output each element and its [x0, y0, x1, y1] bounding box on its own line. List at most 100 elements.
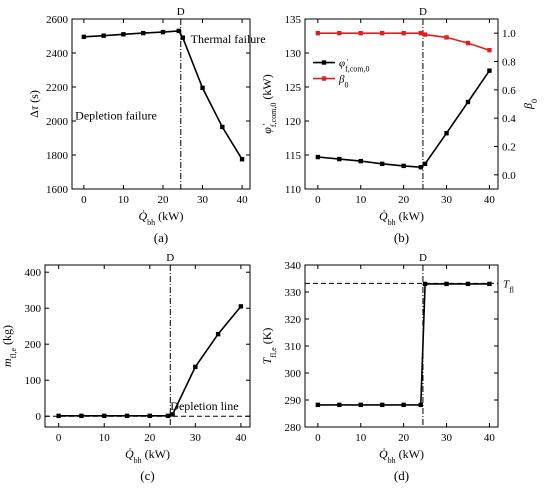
- x-tick-label: 40: [484, 432, 496, 444]
- y-tick-label: 2400: [46, 48, 69, 60]
- data-point: [200, 85, 205, 91]
- series-line-0: [317, 70, 491, 169]
- data-point: [380, 30, 385, 36]
- data-point: [102, 413, 107, 419]
- y-right-tick-label: 0.2: [502, 142, 516, 154]
- data-point: [465, 99, 471, 105]
- y-tick-label: 300: [285, 368, 302, 380]
- x-tick-label: 30: [441, 432, 453, 444]
- y-tick-label: 280: [285, 422, 302, 434]
- chart-panel-a: 0 10 20 30 40 1600 1800 2000 2200 2400 2600 D Q̇bh (…: [27, 6, 266, 245]
- data-point: [176, 28, 181, 34]
- data-point: [487, 68, 492, 73]
- panel-caption: (b): [394, 230, 409, 245]
- x-tick-label: 0: [315, 194, 321, 206]
- y-tick-label: 400: [25, 267, 42, 279]
- y-tick-label: 310: [285, 341, 302, 353]
- x-tick-label: 40: [484, 194, 496, 206]
- y-tick-label: 330: [285, 287, 302, 299]
- y-right-axis-label: β0: [521, 99, 539, 110]
- data-point: [380, 161, 385, 167]
- data-point: [444, 35, 449, 40]
- y-tick-label: 290: [285, 395, 302, 407]
- plot-frame: [304, 18, 499, 190]
- y-tick-label: 120: [285, 116, 302, 128]
- x-tick-label: 0: [315, 432, 321, 444]
- y-axis-label: mfl,e (kg): [0, 325, 18, 367]
- data-point: [81, 34, 87, 40]
- y-tick-label: 320: [285, 314, 302, 326]
- data-point: [56, 413, 61, 419]
- vline-label: D: [166, 252, 174, 264]
- x-tick-label: 20: [157, 194, 169, 206]
- y-tick-label: 300: [25, 303, 42, 315]
- data-point: [315, 30, 321, 36]
- legend-label: φ̇f,com,0: [339, 58, 370, 74]
- x-tick-label: 30: [190, 432, 202, 444]
- x-tick-label: 0: [81, 194, 87, 206]
- x-tick-label: 10: [99, 432, 111, 444]
- chart-panel-b: 0 10 20 30 40 110 115 120 125 130 135 0.0 0.2 0.4 0.6 0…: [260, 6, 539, 245]
- x-tick-label: 20: [398, 432, 410, 444]
- data-point: [465, 281, 471, 287]
- y-tick-label: 100: [25, 375, 42, 387]
- series-line-0: [58, 305, 242, 417]
- data-point: [160, 29, 166, 35]
- data-point: [422, 161, 428, 167]
- data-point: [422, 32, 428, 37]
- series-line-0: [83, 30, 243, 160]
- x-tick-label: 10: [355, 194, 367, 206]
- data-point: [487, 281, 492, 287]
- x-tick-label: 20: [144, 432, 156, 444]
- data-point: [418, 402, 423, 408]
- y-tick-label: 200: [25, 339, 42, 351]
- y-tick-label: 115: [285, 150, 302, 162]
- x-axis-label: Q̇bh (kW): [379, 447, 424, 465]
- data-point: [487, 47, 492, 53]
- x-tick-label: 30: [441, 194, 453, 206]
- y-tick-label: 2600: [46, 14, 69, 26]
- y-axis-label: Tfl,e (K): [260, 328, 278, 365]
- y-tick-label: 1600: [46, 184, 69, 196]
- x-axis-label: Q̇bh (kW): [379, 209, 424, 227]
- data-point: [337, 402, 342, 408]
- data-point: [337, 30, 342, 36]
- x-tick-label: 10: [118, 194, 130, 206]
- y-tick-label: 0: [36, 411, 42, 423]
- data-point: [418, 165, 423, 170]
- plot-frame: [71, 18, 251, 190]
- data-point: [315, 402, 321, 408]
- x-tick-label: 40: [235, 432, 247, 444]
- y-tick-label: 125: [285, 82, 302, 94]
- y-tick-label: 2000: [46, 116, 69, 128]
- vline-label: D: [419, 6, 427, 18]
- vline-label: D: [177, 6, 185, 18]
- data-point: [180, 35, 185, 40]
- data-point: [147, 413, 152, 419]
- y-right-tick-label: 0.6: [502, 85, 516, 97]
- y-right-tick-label: 0.8: [502, 57, 516, 69]
- panel-caption: (a): [154, 230, 168, 245]
- data-point: [401, 402, 406, 408]
- y-right-tick-label: 1.0: [502, 28, 516, 40]
- y-tick-label: 130: [285, 48, 302, 60]
- data-point: [418, 30, 423, 36]
- y-tick-label: 135: [285, 14, 302, 26]
- chart-panel-d: 0 10 20 30 40 280 290 300 310 320 330 340 D Q̇bh (kW)…: [260, 252, 515, 483]
- panel-caption: (c): [140, 468, 154, 483]
- x-tick-label: 20: [398, 194, 410, 206]
- legend: φ̇f,com,0β0: [313, 58, 370, 89]
- series-line-1: [317, 32, 490, 51]
- y-tick-label: 340: [285, 260, 302, 272]
- data-point: [165, 413, 171, 419]
- series-line-0: [317, 283, 490, 406]
- annotation-depletion-failure: Depletion failure: [75, 108, 157, 122]
- data-point: [358, 158, 363, 164]
- vline-label: D: [419, 252, 427, 264]
- annotation-thermal-failure: Thermal failure: [191, 32, 266, 46]
- data-point: [444, 281, 449, 287]
- data-point: [380, 402, 385, 408]
- data-point: [238, 304, 244, 309]
